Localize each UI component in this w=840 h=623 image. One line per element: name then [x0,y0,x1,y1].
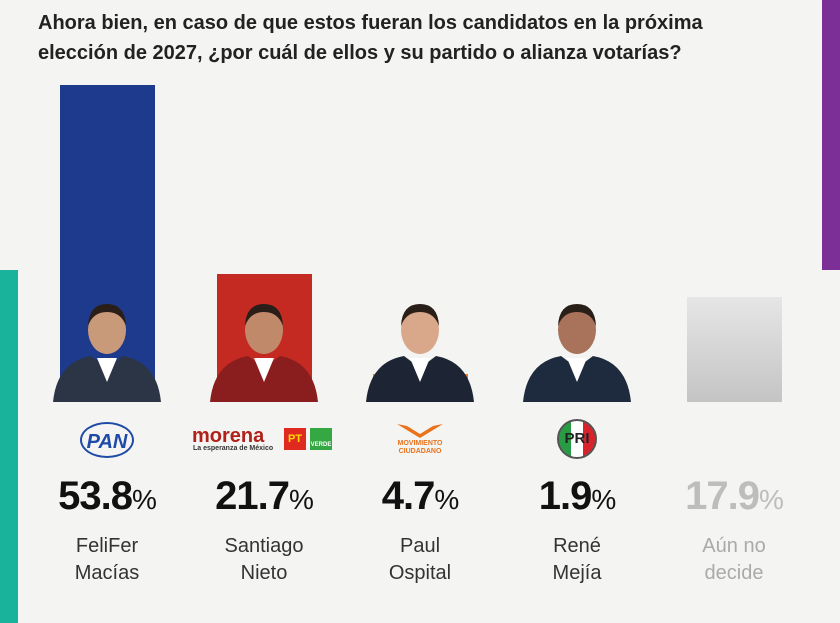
party-logo: VERDE [310,428,332,450]
candidate-name: René Mejía [552,535,602,584]
candidate-photo [53,304,161,402]
party-logo: morena [192,425,265,447]
candidate-name: Santiago Nieto [224,535,304,584]
party-logo: PT [284,428,306,450]
candidate-photo [210,304,318,402]
value-label: 1.9% [538,474,617,518]
decor-stripe [822,0,840,270]
party-logo: MOVIMIENTO CIUDADANO [397,440,443,455]
chart-title: Ahora bien, en caso de que estos fueran … [38,12,703,64]
party-slogan: La esperanza de México [193,445,274,452]
candidate-name: Paul Ospital [388,535,452,584]
bar [686,296,782,402]
value-label: 17.9% [685,474,784,518]
value-label: 21.7% [215,474,314,518]
party-emblem [397,424,443,438]
decor-stripe [0,270,18,623]
party-logo: PRI [557,419,597,459]
candidate-name: Aún no decide [702,535,766,584]
candidate-photo [523,304,631,402]
candidate-name: FeliFer Macías [74,535,140,584]
candidate-photo [366,304,474,402]
party-logo: PAN [80,422,134,458]
value-label: 53.8% [58,474,157,518]
value-label: 4.7% [381,474,460,518]
